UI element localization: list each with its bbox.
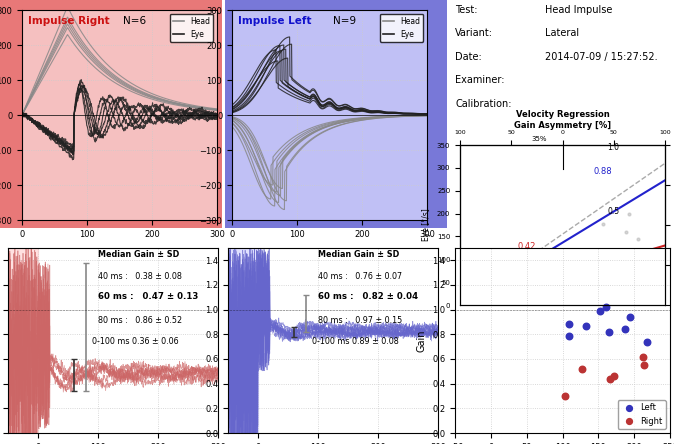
Right [605, 376, 615, 383]
Text: N=6: N=6 [123, 16, 146, 26]
Text: 0.42: 0.42 [518, 242, 536, 251]
Right [639, 361, 650, 369]
Text: 40 ms :   0.76 ± 0.07: 40 ms : 0.76 ± 0.07 [318, 272, 402, 281]
Legend: Left, Right: Left, Right [618, 400, 666, 429]
Point [493, 280, 504, 287]
Text: 60 ms :   0.47 ± 0.13: 60 ms : 0.47 ± 0.13 [98, 293, 199, 301]
Text: N=9: N=9 [334, 16, 357, 26]
Legend: Head, Eye: Head, Eye [379, 14, 423, 42]
Text: Test:: Test: [455, 5, 477, 15]
Text: Examiner:: Examiner: [455, 75, 505, 85]
X-axis label: Head [°/s]: Head [°/s] [543, 326, 582, 335]
Text: 40 ms :   0.38 ± 0.08: 40 ms : 0.38 ± 0.08 [98, 272, 182, 281]
Point [503, 296, 514, 303]
Text: 0.5: 0.5 [607, 207, 619, 216]
Right [609, 373, 619, 380]
Point [520, 256, 530, 263]
Text: 0-100 ms 0.89 ± 0.08: 0-100 ms 0.89 ± 0.08 [312, 337, 399, 346]
Bar [8, 248, 38, 433]
Point [522, 272, 532, 279]
Point [506, 261, 516, 268]
Title: Velocity Regression
Gain Asymmetry [%]: Velocity Regression Gain Asymmetry [%] [514, 110, 611, 130]
Left [624, 313, 635, 320]
Right [577, 365, 588, 373]
Left [595, 308, 606, 315]
Text: 35%: 35% [532, 136, 547, 142]
Point [598, 220, 609, 227]
Text: Impulse Right: Impulse Right [28, 16, 109, 26]
Legend: Head, Eye: Head, Eye [169, 14, 213, 42]
Point [623, 211, 634, 218]
Left [619, 325, 630, 332]
Point [483, 308, 493, 315]
Left [563, 332, 574, 339]
Text: Lateral: Lateral [545, 28, 580, 38]
Text: 0-100 ms 0.36 ± 0.06: 0-100 ms 0.36 ± 0.06 [92, 337, 179, 346]
Point [565, 263, 576, 270]
Point [481, 287, 492, 294]
Point [537, 265, 547, 272]
Text: Variant:: Variant: [455, 28, 493, 38]
Text: Head Impulse: Head Impulse [545, 5, 613, 15]
Right [559, 392, 570, 399]
Text: Impulse Left: Impulse Left [238, 16, 311, 26]
Point [527, 282, 538, 289]
Point [518, 294, 528, 301]
Point [620, 229, 631, 236]
Text: 1.0: 1.0 [607, 143, 619, 152]
Left [563, 320, 574, 327]
Text: 0.88: 0.88 [593, 167, 612, 176]
Text: 60 ms :   0.82 ± 0.04: 60 ms : 0.82 ± 0.04 [318, 293, 419, 301]
Text: 2014-07-09 / 15:27:52.: 2014-07-09 / 15:27:52. [545, 52, 658, 62]
Point [484, 281, 495, 288]
Text: Median Gain ± SD: Median Gain ± SD [318, 250, 400, 259]
Text: 80 ms :   0.86 ± 0.52: 80 ms : 0.86 ± 0.52 [98, 317, 183, 325]
Point [527, 267, 538, 274]
Text: Median Gain ± SD: Median Gain ± SD [98, 250, 179, 259]
Y-axis label: Gain: Gain [417, 329, 427, 352]
Text: Calibration:: Calibration: [455, 99, 512, 109]
Y-axis label: Eye [°/s]: Eye [°/s] [422, 209, 431, 242]
Left [580, 322, 591, 329]
Point [511, 293, 522, 301]
Left [601, 304, 611, 311]
Text: Date:: Date: [455, 52, 482, 62]
Point [509, 283, 520, 290]
Text: 80 ms :   0.97 ± 0.15: 80 ms : 0.97 ± 0.15 [318, 317, 402, 325]
Right [637, 354, 648, 361]
Left [603, 329, 614, 336]
Point [632, 235, 643, 242]
Point [613, 251, 624, 258]
Left [641, 338, 652, 345]
Bar [228, 248, 258, 433]
